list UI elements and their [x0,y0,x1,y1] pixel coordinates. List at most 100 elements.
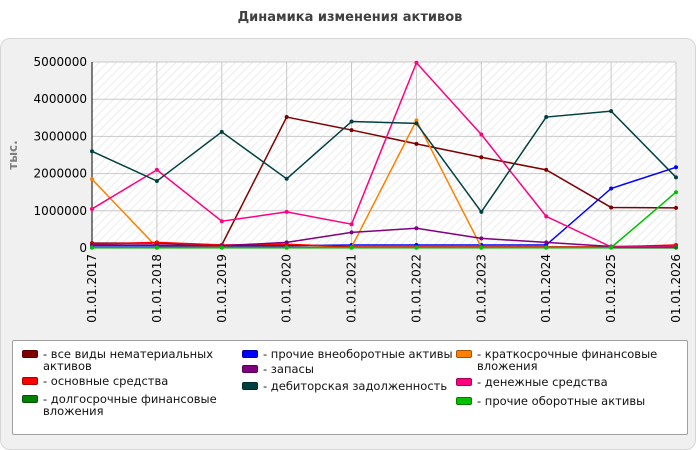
x-tick-labels: 01.01.2017 01.01.2018 01.01.2019 01.01.2020… [85,254,683,323]
series-line [90,190,678,250]
legend-label: - основные средства [43,374,169,388]
data-point [609,205,614,210]
legend-item: - денежные средства [456,376,608,388]
x-tick-label: 01.01.2018 [150,254,164,323]
legend-item: - запасы [242,363,314,375]
x-tick-label: 01.01.2019 [215,254,229,323]
series-line-path [92,191,677,249]
data-point [154,167,159,172]
legend-item: - долгосрочные финансовые вложения [22,393,217,417]
y-tick-label: 2000000 [34,167,87,181]
data-point [414,121,419,126]
legend-swatch [456,350,472,358]
legend-swatch [22,395,38,403]
data-point [349,222,354,227]
data-point [674,175,678,180]
data-point [219,129,224,134]
series-line [90,60,678,249]
chart-title: Динамика изменения активов [237,10,463,25]
legend-swatch [456,397,472,405]
data-point [479,132,484,137]
data-point [414,60,419,65]
data-point [284,245,289,250]
data-point [609,245,614,250]
y-tick-label: 5000000 [34,55,87,69]
data-point [479,245,484,250]
data-point [544,214,549,219]
legend-swatch [22,377,38,385]
legend: - все виды нематериальных активов - основ… [12,340,688,435]
x-tick-label: 01.01.2020 [280,254,294,323]
data-point [544,245,549,250]
x-tick-label: 01.01.2021 [345,254,359,323]
data-point [674,245,678,250]
plot-area [92,62,676,248]
y-tick-label: 3000000 [34,129,87,143]
y-tick-label: 0 [79,241,87,255]
data-point [284,240,289,245]
legend-swatch [242,350,258,358]
legend-item: - дебиторская задолженность [242,380,447,392]
y-tick-labels: 0 1000000 2000000 3000000 4000000 5000000 [34,55,87,255]
legend-label: - долгосрочные финансовые вложения [43,392,217,418]
legend-item: - все виды нематериальных активов [22,348,213,372]
data-point [414,118,419,123]
legend-label: - все виды нематериальных активов [43,347,214,373]
series-line-path [92,227,676,248]
data-point [349,230,354,235]
data-point [414,245,419,250]
x-tick-label: 01.01.2023 [474,254,488,323]
x-tick-label: 01.01.2022 [409,254,423,323]
data-point [219,245,224,250]
legend-swatch [242,365,258,373]
y-tick-label: 4000000 [34,92,87,106]
data-point [90,206,94,211]
data-point [479,155,484,160]
x-tick-label: 01.01.2025 [604,254,618,323]
y-tick-label: 1000000 [34,204,87,218]
data-point [609,109,614,114]
legend-label: - дебиторская задолженность [263,379,448,393]
legend-swatch [242,382,258,390]
legend-swatch [456,378,472,386]
y-axis-label: тыс. [6,140,20,169]
legend-item: - прочие внеоборотные активы [242,348,453,360]
data-point [90,149,94,154]
data-point [674,165,678,170]
data-point [479,209,484,214]
data-point [349,245,354,250]
legend-label: - запасы [263,362,314,376]
data-point [90,177,94,182]
data-point [414,226,419,231]
legend-label: - прочие внеоборотные активы [263,347,453,361]
data-point [154,179,159,184]
data-point [219,219,224,224]
legend-item: - основные средства [22,375,168,387]
data-point [544,240,549,245]
legend-label: - краткосрочные финансовые вложения [477,347,658,373]
data-point [90,245,94,250]
x-tick-label: 01.01.2017 [85,254,99,323]
data-point [284,115,289,120]
series-line [90,109,678,214]
data-point [349,119,354,124]
data-point [544,115,549,120]
series-line-path [91,110,677,214]
data-point [674,190,678,195]
legend-item: - прочие оборотные активы [456,395,645,407]
data-point [154,245,159,250]
x-tick-label: 01.01.2024 [539,254,553,323]
data-point [544,167,549,172]
data-point [674,205,678,210]
legend-label: - прочие оборотные активы [477,394,646,408]
legend-label: - денежные средства [477,375,608,389]
data-point [609,186,614,191]
data-point [479,236,484,241]
data-point [414,141,419,146]
x-tick-label: 01.01.2026 [669,254,683,323]
data-point [284,176,289,181]
data-point [349,128,354,133]
data-point [284,209,289,214]
series-group [90,60,678,250]
series-line-path [91,61,676,248]
